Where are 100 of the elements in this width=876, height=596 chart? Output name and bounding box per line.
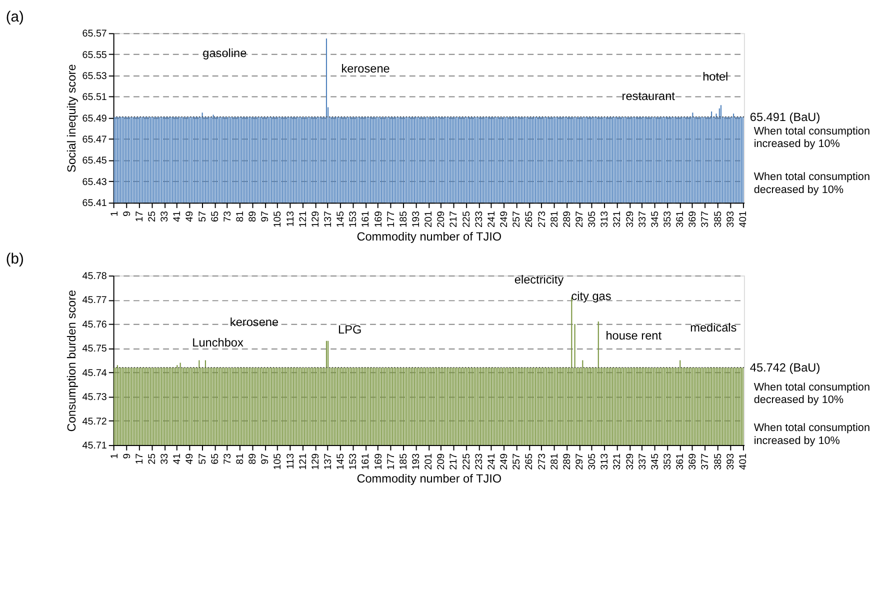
x-tick-label: 297 bbox=[574, 211, 586, 228]
x-tick-label: 201 bbox=[424, 453, 435, 470]
x-tick-label: 89 bbox=[248, 210, 259, 222]
x-tick-label: 353 bbox=[662, 452, 674, 470]
x-tick-label: 17 bbox=[134, 211, 146, 222]
x-tick-label: 257 bbox=[512, 211, 523, 228]
x-tick-label: 305 bbox=[587, 210, 598, 228]
x-tick-label: 209 bbox=[436, 452, 448, 470]
text: When total consumption increased by 10% bbox=[754, 125, 870, 150]
x-tick-label: 265 bbox=[524, 210, 536, 228]
x-tick-label: 33 bbox=[160, 452, 171, 464]
y-tick-label: 45.71 bbox=[82, 440, 107, 452]
x-tick-label: 161 bbox=[360, 453, 372, 470]
x-tick-label: 273 bbox=[536, 210, 548, 228]
x-tick-label: 41 bbox=[172, 211, 184, 222]
x-tick-label: 145 bbox=[336, 452, 347, 470]
x-tick-label: 193 bbox=[411, 210, 422, 228]
y-tick-label: 65.43 bbox=[82, 176, 108, 188]
x-tick-label: 305 bbox=[587, 452, 598, 470]
x-tick-label: 41 bbox=[172, 453, 184, 464]
x-tick-label: 9 bbox=[122, 210, 133, 216]
x-tick-label: 121 bbox=[298, 211, 309, 228]
x-tick-label: 273 bbox=[536, 452, 548, 470]
x-tick-label: 105 bbox=[272, 210, 284, 228]
annotation: gasoline bbox=[202, 46, 248, 60]
x-tick-label: 121 bbox=[298, 453, 309, 470]
x-tick-label: 249 bbox=[499, 210, 510, 228]
x-tick-label: 49 bbox=[184, 452, 196, 464]
annotation: hotel bbox=[702, 69, 728, 84]
x-tick-label: 153 bbox=[348, 210, 360, 228]
x-tick-label: 369 bbox=[688, 452, 699, 470]
x-tick-label: 169 bbox=[373, 452, 384, 470]
x-tick-label: 137 bbox=[323, 453, 334, 470]
x-tick-label: 289 bbox=[562, 452, 573, 470]
x-tick-label: 321 bbox=[612, 453, 624, 470]
x-tick-label: 361 bbox=[675, 453, 686, 470]
x-tick-label: 105 bbox=[272, 452, 284, 470]
x-tick-label: 81 bbox=[234, 211, 246, 222]
x-tick-label: 185 bbox=[398, 452, 410, 470]
chart-title: (a) bbox=[6, 9, 24, 26]
x-tick-label: 57 bbox=[197, 453, 208, 464]
y-tick-label: 45.76 bbox=[82, 319, 108, 330]
x-tick-label: 337 bbox=[637, 211, 648, 228]
x-tick-label: 281 bbox=[549, 211, 560, 228]
y-tick-label: 65.51 bbox=[82, 92, 107, 104]
x-tick-label: 289 bbox=[562, 210, 573, 228]
x-tick-label: 1 bbox=[109, 453, 120, 459]
x-tick-label: 193 bbox=[411, 452, 422, 470]
y-axis-title: Consumption burden score bbox=[64, 289, 78, 432]
x-tick-label: 33 bbox=[160, 210, 171, 222]
x-tick-label: 313 bbox=[600, 452, 611, 470]
chart-title: (b) bbox=[6, 252, 24, 268]
x-tick-label: 313 bbox=[600, 210, 611, 228]
annotation: house rent bbox=[606, 328, 662, 343]
text: When total consumption increased by 10% bbox=[754, 422, 870, 447]
x-tick-label: 385 bbox=[712, 452, 724, 470]
x-tick-label: 209 bbox=[436, 210, 448, 228]
annotation: kerosene bbox=[341, 62, 390, 76]
y-tick-label: 45.74 bbox=[82, 368, 108, 379]
x-tick-label: 385 bbox=[712, 210, 724, 228]
x-tick-label: 225 bbox=[461, 210, 472, 228]
annotation: city gas bbox=[571, 289, 612, 304]
x-tick-label: 393 bbox=[725, 452, 736, 470]
x-tick-label: 249 bbox=[499, 452, 510, 470]
y-tick-label: 65.47 bbox=[82, 134, 107, 146]
x-tick-label: 9 bbox=[122, 452, 133, 459]
x-tick-label: 161 bbox=[360, 211, 372, 228]
x-tick-label: 225 bbox=[461, 452, 472, 470]
x-tick-label: 57 bbox=[197, 211, 208, 222]
x-tick-label: 185 bbox=[398, 210, 410, 228]
x-tick-label: 297 bbox=[574, 453, 586, 470]
x-tick-label: 113 bbox=[285, 452, 296, 470]
annotation: kerosene bbox=[230, 314, 279, 329]
x-tick-label: 73 bbox=[222, 452, 234, 464]
y-tick-label: 65.45 bbox=[82, 156, 108, 167]
x-tick-label: 217 bbox=[448, 453, 460, 470]
x-tick-label: 401 bbox=[738, 211, 749, 228]
x-tick-label: 169 bbox=[373, 210, 384, 228]
x-tick-label: 257 bbox=[512, 453, 523, 470]
x-tick-label: 65 bbox=[210, 452, 221, 464]
x-tick-label: 353 bbox=[662, 210, 674, 228]
x-tick-label: 153 bbox=[348, 452, 360, 470]
y-tick-label: 65.57 bbox=[82, 28, 107, 40]
x-tick-label: 97 bbox=[260, 211, 272, 222]
x-tick-label: 177 bbox=[386, 211, 397, 228]
x-tick-label: 329 bbox=[624, 210, 636, 228]
x-tick-label: 329 bbox=[624, 452, 636, 470]
x-tick-label: 25 bbox=[146, 210, 158, 222]
annotation: electricity bbox=[514, 272, 564, 286]
x-tick-label: 393 bbox=[725, 210, 736, 228]
y-tick-label: 65.41 bbox=[82, 198, 107, 210]
x-tick-label: 361 bbox=[675, 211, 686, 228]
ref-line-label: 45.742 (BaU) bbox=[750, 360, 820, 374]
annotation: LPG bbox=[338, 322, 362, 337]
x-axis-title: Commodity number of TJIO bbox=[356, 472, 502, 486]
x-tick-label: 241 bbox=[486, 453, 498, 470]
text: When total consumption decreased by 10% bbox=[754, 381, 870, 406]
annotation: Lunchbox bbox=[192, 336, 244, 350]
x-tick-label: 129 bbox=[310, 210, 322, 228]
x-tick-label: 377 bbox=[700, 453, 712, 470]
